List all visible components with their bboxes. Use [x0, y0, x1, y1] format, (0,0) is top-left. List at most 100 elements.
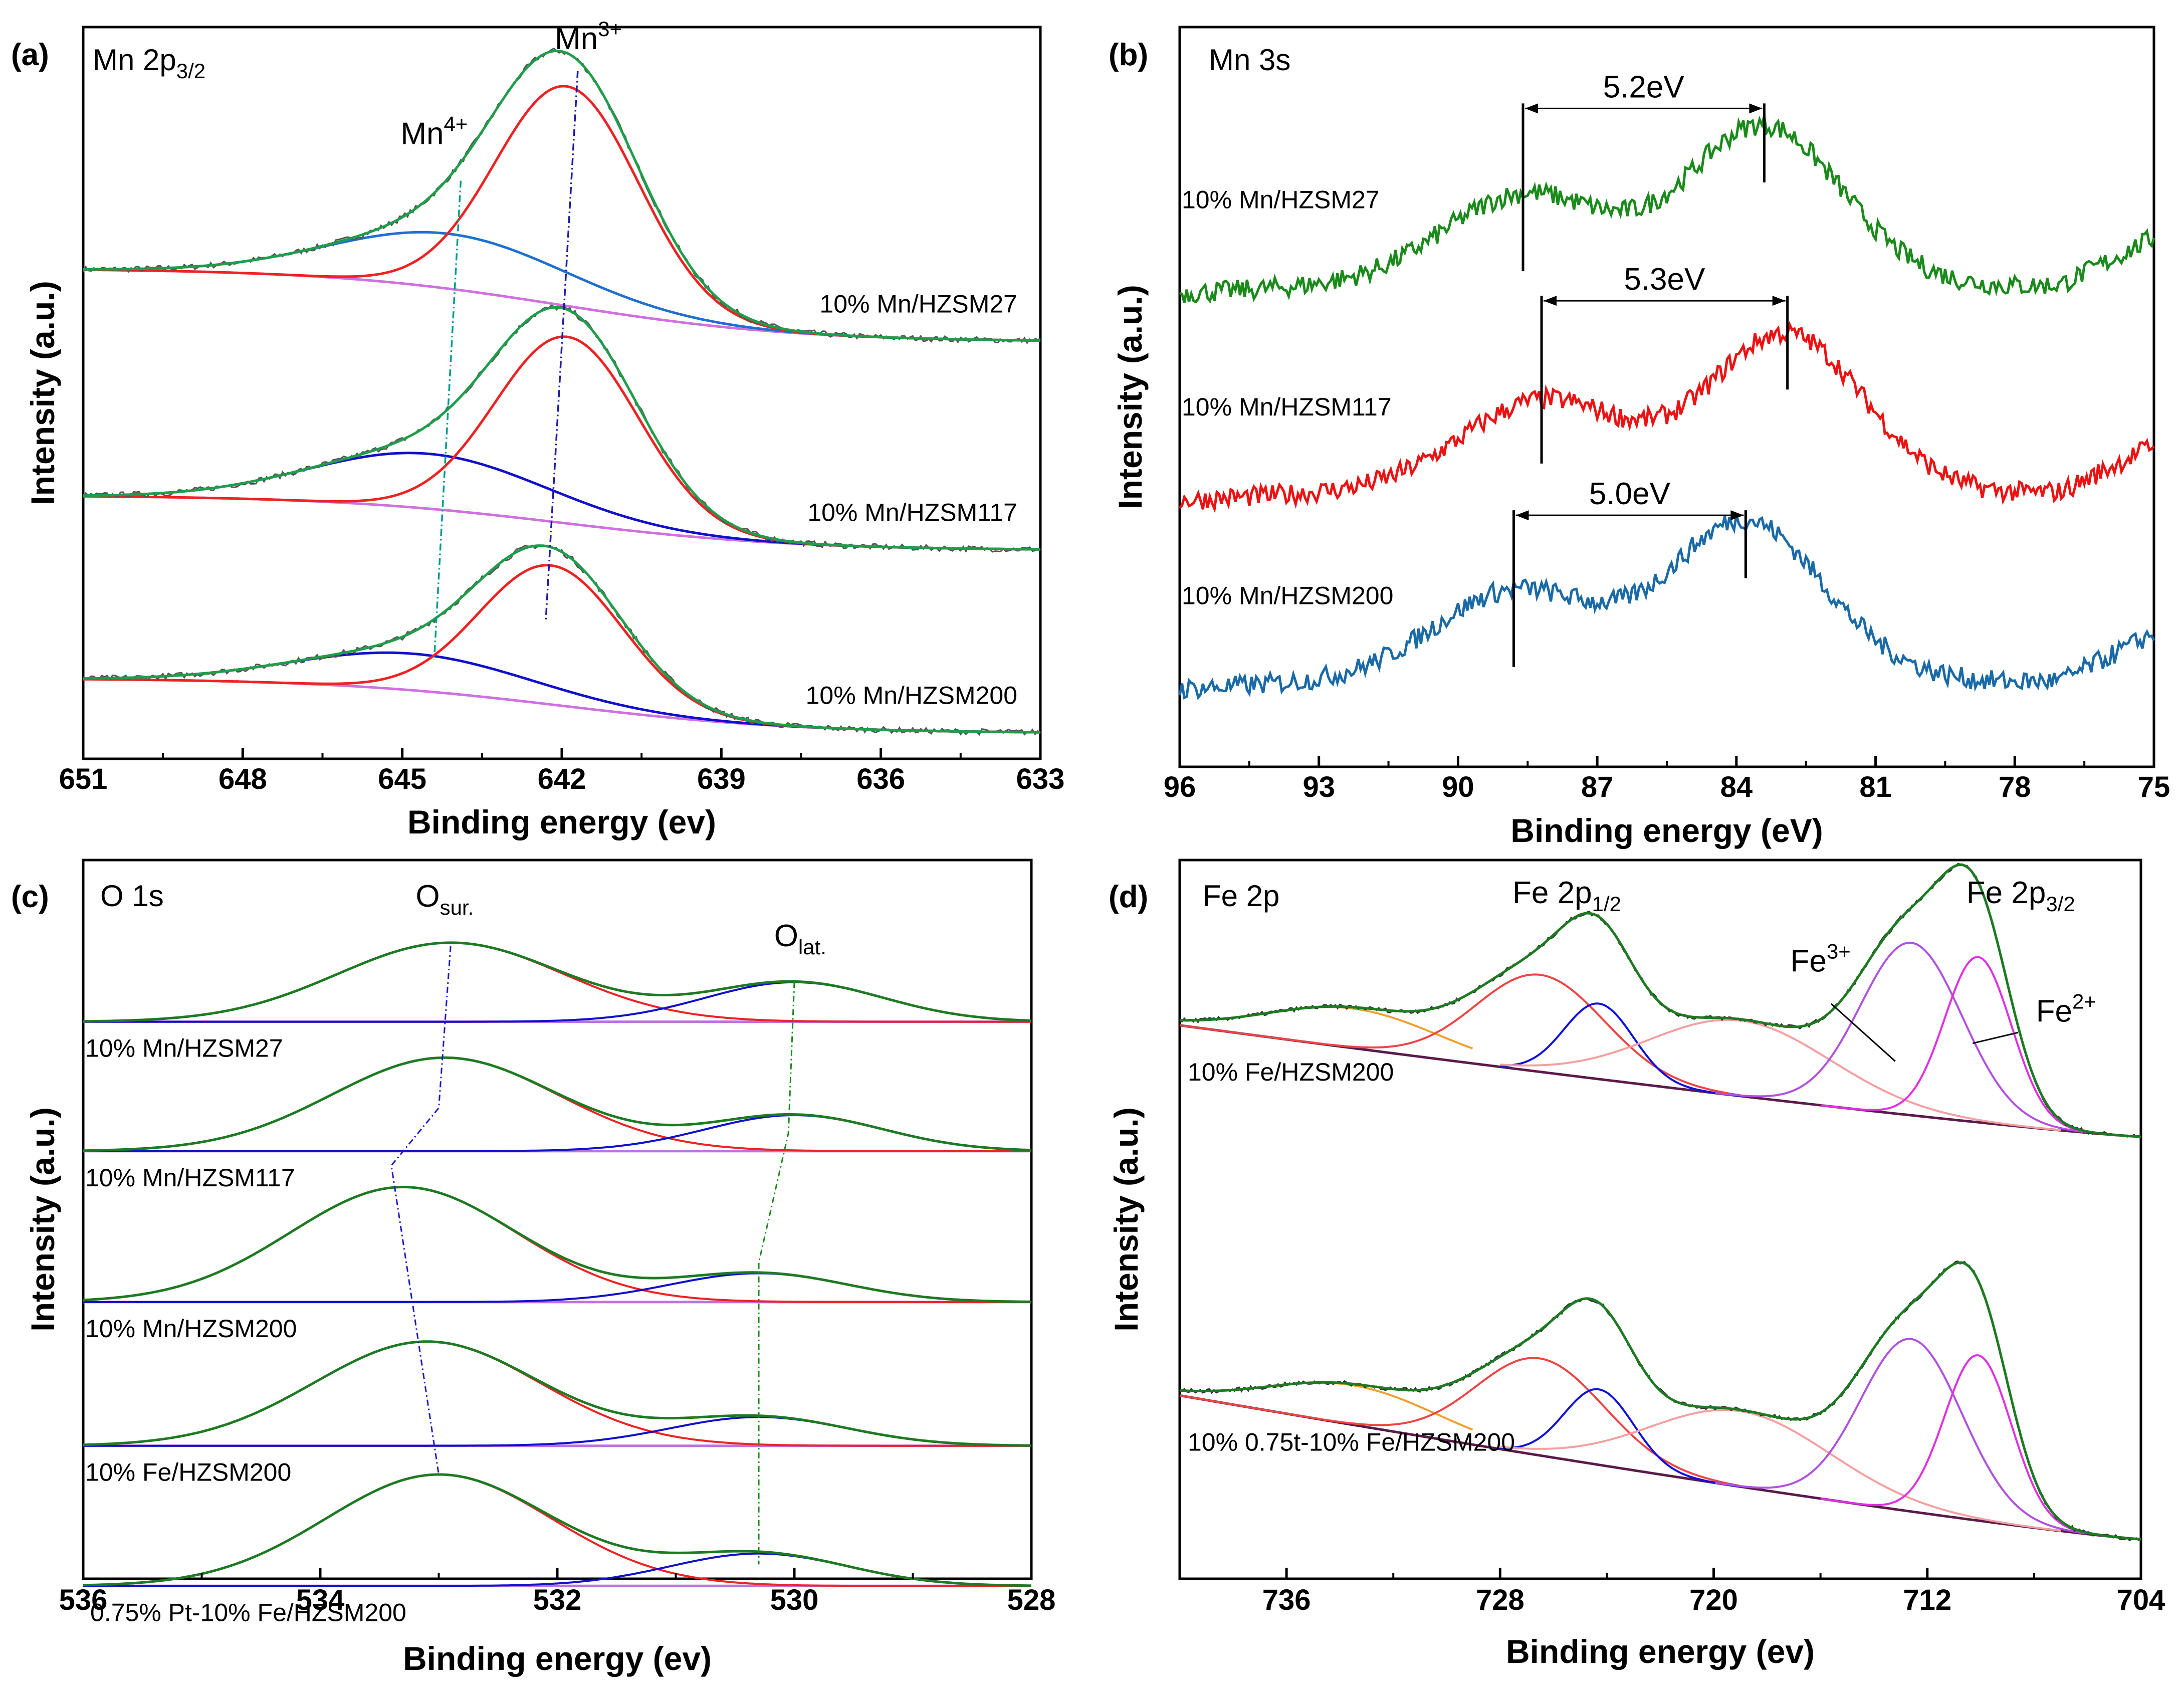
panel-d-fe2-leader: [1973, 1031, 2019, 1044]
panel-c-series-label-3: 10% Fe/HZSM200: [85, 1458, 291, 1487]
panel-d-component-p1_2_fe2-1: [1500, 1388, 1741, 1488]
panel-c-series-label-4: 0.75% Pt-10% Fe/HZSM200: [90, 1598, 406, 1626]
panel-c-envelope-2: [83, 1186, 1032, 1303]
panel-d-component-p3_2_fe2-0: [1820, 956, 2086, 1133]
panel-d-ticks: 736 728 720 712 704: [1262, 1568, 2165, 1616]
panel-b-ylabel: Intensity (a.u.): [1112, 285, 1149, 509]
panel-b-title: Mn 3s: [1209, 43, 1290, 77]
panel-d-xtick-label: 704: [2117, 1584, 2165, 1616]
panel-b-xtick-label: 78: [1999, 771, 2031, 803]
panel-c-xtick-label: 532: [533, 1584, 582, 1616]
panel-c-annotations: Osur. Olat.: [415, 879, 826, 959]
panel-b-arrowhead-left-2: [1515, 510, 1529, 521]
panel-d-xtick-label: 712: [1903, 1584, 1951, 1616]
panel-d-annotation-0: Fe 2p1/2: [1512, 876, 1621, 916]
panel-a-xtick-label: 651: [59, 763, 108, 795]
panel-b-split-label-2: 5.0eV: [1589, 477, 1671, 511]
panel-d-component-sat_3_2-0: [1500, 1018, 2061, 1131]
panel-b-arrowhead-right-1: [1772, 296, 1786, 306]
panel-d-component-p1_2_fe3-1: [1179, 1357, 1741, 1487]
panel-a-mn2p: (a) Mn 2p3/2 651 648 645 642 639 636 633 10% M…: [11, 17, 1064, 840]
panel-b-xtick-label: 93: [1302, 771, 1335, 803]
panel-b-xlabel: Binding energy (eV): [1510, 812, 1823, 849]
panel-d-annotation-3: Fe2+: [2036, 990, 2096, 1029]
panel-c-guide-1: [758, 982, 795, 1565]
panel-b-xtick-label: 75: [2138, 771, 2170, 803]
panel-d-title: Fe 2p: [1203, 879, 1279, 913]
panel-c-curves: [83, 941, 1032, 1587]
panel-b-xtick-label: 90: [1442, 771, 1474, 803]
panel-c-ylabel: Intensity (a.u.): [24, 1107, 61, 1331]
panel-d-component-p3_2_fe3-0: [1715, 941, 2086, 1133]
panel-d-annotation-2: Fe3+: [1791, 939, 1851, 978]
panel-b-arrowhead-right-0: [1749, 103, 1763, 114]
panel-d-raw-1: [1179, 1260, 2142, 1542]
panel-a-xtick-label: 648: [219, 763, 267, 795]
panel-b-arrowhead-left-1: [1544, 296, 1557, 306]
panel-b-arrowhead-right-2: [1730, 510, 1744, 521]
panel-a-title: Mn 2p3/2: [93, 43, 205, 83]
panel-a-xtick-label: 642: [538, 763, 586, 795]
panel-a-ylabel: Intensity (a.u.): [24, 281, 61, 505]
panel-c-olat-peak-1: [83, 1114, 1032, 1152]
panel-b-series-label-0: 10% Mn/HZSM27: [1182, 186, 1380, 214]
panel-d-frame: [1178, 859, 2142, 1580]
panel-d-series-label-1: 10% 0.75t-10% Fe/HZSM200: [1188, 1428, 1515, 1456]
panel-b-spectrum-0: [1179, 115, 2155, 304]
panel-a-envelope-0: [83, 49, 1041, 342]
panel-a-xtick-label: 636: [856, 763, 905, 795]
panel-c-guide-0: [390, 946, 452, 1475]
panel-c-xtick-label: 534: [296, 1584, 345, 1616]
panel-a-xtick-label: 633: [1016, 763, 1065, 795]
panel-c-letter: (c): [11, 880, 49, 914]
panel-a-xlabel: Binding energy (ev): [407, 803, 716, 840]
panel-c-olat-peak-2: [83, 1272, 1032, 1303]
panel-a-series-labels: 10% Mn/HZSM27 10% Mn/HZSM117 10% Mn/HZSM20…: [806, 290, 1017, 709]
panel-a-xtick-label: 639: [697, 763, 746, 795]
panel-a-series-label-2: 10% Mn/HZSM200: [806, 682, 1017, 710]
panel-d-annotation-1: Fe 2p3/2: [1967, 876, 2075, 916]
panel-a-annotation-1: Mn3+: [555, 17, 622, 56]
panel-d-xtick-label: 728: [1476, 1584, 1524, 1616]
panel-b-curves: [1178, 115, 2155, 701]
panel-b-xtick-label: 87: [1581, 771, 1614, 803]
panel-c-osur-peak-2: [83, 1186, 1031, 1303]
panel-b-mn3s: (b) Mn 3s 96 93 90 87 84 81 78 75 10% Mn/HZSM27…: [1109, 26, 2170, 849]
panel-d-letter: (d): [1109, 880, 1148, 914]
panel-c-olat-peak-3: [83, 1416, 1032, 1447]
panel-b-series-labels: 10% Mn/HZSM27 10% Mn/HZSM117 10% Mn/HZSM20…: [1182, 186, 1393, 610]
panel-b-xtick-label: 81: [1859, 771, 1892, 803]
panel-a-series-label-0: 10% Mn/HZSM27: [819, 290, 1017, 318]
panel-c-envelope-3: [83, 1340, 1032, 1447]
panel-a-annotations: Mn4+ Mn3+: [400, 17, 622, 151]
panel-a-envelope-2: [83, 544, 1040, 734]
panel-d-series-labels: 10% Fe/HZSM200 10% 0.75t-10% Fe/HZSM200: [1188, 1058, 1515, 1456]
panel-c-annotation-1: Olat.: [774, 919, 826, 959]
panel-d-component-p3_2_fe3-1: [1715, 1338, 2086, 1535]
panel-d-ylabel: Intensity (a.u.): [1108, 1107, 1145, 1331]
panel-c-series-labels: 10% Mn/HZSM27 10% Mn/HZSM117 10% Mn/HZSM20…: [85, 1034, 406, 1627]
panel-d-envelope-0: [1180, 863, 2141, 1138]
panel-d-xlabel: Binding energy (ev): [1506, 1633, 1815, 1670]
panel-d-component-p1_2_fe3-0: [1179, 973, 1741, 1097]
panel-c-xtick-label: 530: [770, 1584, 819, 1616]
panel-a-envelope-1: [83, 306, 1040, 551]
panel-c-series-label-1: 10% Mn/HZSM117: [85, 1164, 295, 1192]
panel-d-fe2p: (d) Fe 2p 736 728 720 712 704 10% Fe/HZSM200…: [1108, 859, 2165, 1670]
panel-c-series-label-2: 10% Mn/HZSM200: [85, 1315, 297, 1343]
panel-c-xlabel: Binding energy (ev): [403, 1640, 712, 1677]
panel-a-frame: [82, 26, 1042, 760]
panel-b-letter: (b): [1109, 38, 1148, 72]
panel-b-series-label-1: 10% Mn/HZSM117: [1182, 393, 1392, 421]
panel-d-component-p1_2_fe2-0: [1500, 1002, 1741, 1097]
panel-c-osur-peak-3: [83, 1340, 1031, 1447]
panel-b-arrowhead-left-0: [1525, 103, 1539, 114]
panel-d-xtick-label: 736: [1262, 1584, 1311, 1616]
panel-c-envelope-4: [83, 1473, 1032, 1587]
panel-b-spectrum-2: [1178, 514, 2155, 701]
panel-b-split-label-0: 5.2eV: [1603, 70, 1685, 104]
panel-b-xtick-label: 96: [1164, 771, 1196, 803]
panel-c-series-label-0: 10% Mn/HZSM27: [85, 1034, 283, 1063]
panel-d-component-sat_1_2-0: [1180, 1006, 1473, 1049]
